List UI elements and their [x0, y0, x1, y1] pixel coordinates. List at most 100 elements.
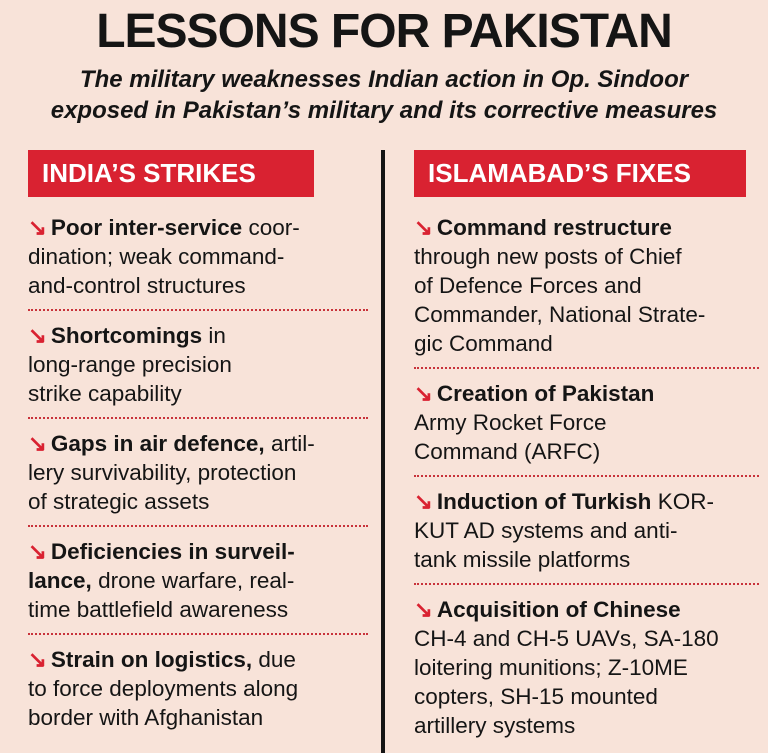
text: coor-: [248, 215, 300, 240]
item: ↘ Command restructure through new posts of…: [414, 203, 759, 369]
column: INDIA’S STRIKES ↘ Poor inter-service coor-…: [28, 150, 368, 741]
text: due: [258, 647, 296, 672]
text: tank missile platforms: [414, 547, 631, 572]
arrow-icon: ↘: [28, 431, 47, 456]
subtitle: The military weaknesses Indian action in…: [0, 64, 768, 126]
bold-text: Command restructure: [436, 215, 672, 240]
item-line: artillery systems: [414, 711, 759, 740]
item-line: Army Rocket Force: [414, 408, 759, 437]
bold-text: lance,: [28, 568, 92, 593]
arrow-icon: ↘: [28, 647, 47, 672]
text: artillery systems: [414, 713, 576, 738]
text: Command (ARFC): [414, 439, 601, 464]
item-line: CH-4 and CH-5 UAVs, SA-180: [414, 624, 759, 653]
column-heading: INDIA’S STRIKES: [28, 150, 314, 197]
text: of strategic assets: [28, 489, 210, 514]
item-line: ↘ Creation of Pakistan: [414, 379, 759, 408]
bold-text: Gaps in air defence,: [50, 431, 265, 456]
item-line: border with Afghanistan: [28, 703, 368, 732]
item-line: KUT AD systems and anti-: [414, 516, 759, 545]
subtitle-line: The military weaknesses Indian action in…: [79, 66, 689, 93]
item: ↘ Shortcomings in long-range precision stri…: [28, 311, 368, 419]
item-line: ↘ Shortcomings in: [28, 321, 368, 350]
item-line: lery survivability, protection: [28, 458, 368, 487]
divider: [381, 150, 385, 753]
text: KUT AD systems and anti-: [414, 518, 678, 543]
item: ↘ Strain on logistics, due to force deploy…: [28, 635, 368, 741]
item-line: long-range precision: [28, 350, 368, 379]
arrow-icon: ↘: [414, 381, 433, 406]
arrow-icon: ↘: [414, 597, 433, 622]
text: Commander, National Strate-: [414, 302, 706, 327]
item-list: ↘ Command restructure through new posts of…: [414, 203, 759, 749]
item: ↘ Deficiencies in surveil-lance, drone wa…: [28, 527, 368, 635]
item-line: of Defence Forces and: [414, 271, 759, 300]
text: and-control structures: [28, 273, 246, 298]
text: lery survivability, protection: [28, 460, 297, 485]
item-line: ↘ Poor inter-service coor-: [28, 213, 368, 242]
subtitle-line: exposed in Pakistan’s military and its c…: [50, 97, 718, 124]
item-line: ↘ Command restructure: [414, 213, 759, 242]
item-line: of strategic assets: [28, 487, 368, 516]
text: artil-: [270, 431, 315, 456]
bold-text: Acquisition of Chinese: [436, 597, 681, 622]
item-line: through new posts of Chief: [414, 242, 759, 271]
text: drone warfare, real-: [98, 568, 295, 593]
bold-text: Deficiencies in surveil-: [50, 539, 295, 564]
item-line: to force deployments along: [28, 674, 368, 703]
item-list: ↘ Poor inter-service coor-dination; weak …: [28, 203, 368, 741]
text: CH-4 and CH-5 UAVs, SA-180: [414, 626, 719, 651]
item-line: ↘ Gaps in air defence, artil-: [28, 429, 368, 458]
item-line: time battlefield awareness: [28, 595, 368, 624]
item-line: Command (ARFC): [414, 437, 759, 466]
item: ↘ Acquisition of Chinese CH-4 and CH-5 UAV…: [414, 585, 759, 749]
text: of Defence Forces and: [414, 273, 642, 298]
text: border with Afghanistan: [28, 705, 264, 730]
item-line: Commander, National Strate-: [414, 300, 759, 329]
item-line: ↘ Deficiencies in surveil-: [28, 537, 368, 566]
text: copters, SH-15 mounted: [414, 684, 658, 709]
item: ↘ Creation of Pakistan Army Rocket Force Co…: [414, 369, 759, 477]
title: LESSONS FOR PAKISTAN: [96, 5, 673, 58]
text: gic Command: [414, 331, 553, 356]
text: strike capability: [28, 381, 182, 406]
column-heading: ISLAMABAD’S FIXES: [414, 150, 746, 197]
item-line: dination; weak command-: [28, 242, 368, 271]
bold-text: Shortcomings: [50, 323, 203, 348]
text: Army Rocket Force: [414, 410, 607, 435]
text: loitering munitions; Z-10ME: [414, 655, 688, 680]
item: ↘ Gaps in air defence, artil-lery surviva…: [28, 419, 368, 527]
bold-text: Induction of Turkish: [436, 489, 652, 514]
item-line: and-control structures: [28, 271, 368, 300]
text: to force deployments along: [28, 676, 299, 701]
heading-wrap: INDIA’S STRIKES: [28, 150, 368, 197]
bold-text: Strain on logistics,: [50, 647, 253, 672]
item-line: tank missile platforms: [414, 545, 759, 574]
arrow-icon: ↘: [28, 539, 47, 564]
arrow-icon: ↘: [414, 489, 433, 514]
item-line: copters, SH-15 mounted: [414, 682, 759, 711]
item-line: ↘ Acquisition of Chinese: [414, 595, 759, 624]
text: long-range precision: [28, 352, 232, 377]
heading-wrap: ISLAMABAD’S FIXES: [414, 150, 759, 197]
item-line: ↘ Induction of Turkish KOR-: [414, 487, 759, 516]
text: time battlefield awareness: [28, 597, 289, 622]
arrow-icon: ↘: [28, 215, 47, 240]
text: in: [208, 323, 226, 348]
item-line: gic Command: [414, 329, 759, 358]
column: ISLAMABAD’S FIXES ↘ Command restructure thr…: [414, 150, 759, 749]
item-line: strike capability: [28, 379, 368, 408]
text: dination; weak command-: [28, 244, 285, 269]
item-line: loitering munitions; Z-10ME: [414, 653, 759, 682]
bold-text: Poor inter-service: [50, 215, 243, 240]
item: ↘ Poor inter-service coor-dination; weak …: [28, 203, 368, 311]
item-line: ↘ Strain on logistics, due: [28, 645, 368, 674]
text: KOR-: [657, 489, 714, 514]
item-line: lance, drone warfare, real-: [28, 566, 368, 595]
arrow-icon: ↘: [414, 215, 433, 240]
bold-text: Creation of Pakistan: [436, 381, 655, 406]
text: through new posts of Chief: [414, 244, 682, 269]
item: ↘ Induction of Turkish KOR- KUT AD systems…: [414, 477, 759, 585]
arrow-icon: ↘: [28, 323, 47, 348]
